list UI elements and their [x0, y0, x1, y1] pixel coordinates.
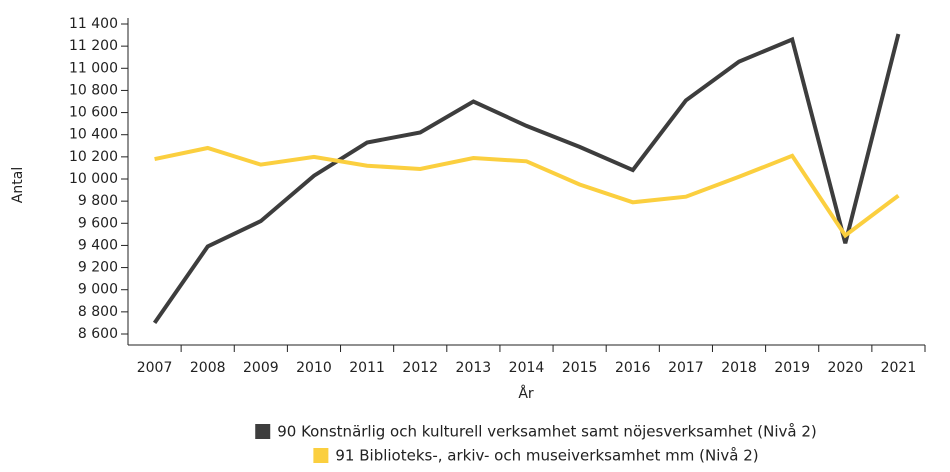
y-tick-label: 11 200 — [69, 38, 118, 54]
x-tick-label: 2008 — [190, 360, 226, 376]
x-tick-label: 2020 — [827, 360, 863, 376]
y-tick-label: 9 200 — [78, 260, 118, 276]
y-tick-label: 10 200 — [69, 149, 118, 165]
y-tick-label: 9 600 — [78, 215, 118, 231]
y-tick-label: 10 000 — [69, 171, 118, 187]
y-tick-label: 9 400 — [78, 237, 118, 253]
y-tick-label: 11 000 — [69, 60, 118, 76]
x-axis-title: År — [518, 385, 534, 402]
x-tick-label: 2010 — [296, 360, 332, 376]
series-line — [154, 145, 900, 239]
y-tick-label: 10 600 — [69, 105, 118, 121]
x-tick-label: 2021 — [881, 360, 917, 376]
x-tick-label: 2012 — [402, 360, 438, 376]
x-tick-label: 2019 — [774, 360, 810, 376]
x-tick-label: 2013 — [456, 360, 492, 376]
x-tick-label: 2014 — [509, 360, 545, 376]
legend-swatch — [313, 448, 329, 463]
y-tick-label: 10 800 — [69, 82, 118, 98]
x-tick-label: 2009 — [243, 360, 279, 376]
x-tick-label: 2016 — [615, 360, 651, 376]
x-tick-label: 2007 — [137, 360, 173, 376]
x-tick-label: 2011 — [349, 360, 385, 376]
legend-label: 90 Konstnärlig och kulturell verksamhet … — [277, 423, 817, 441]
x-tick-label: 2017 — [668, 360, 704, 376]
y-tick-label: 8 800 — [78, 304, 118, 320]
series-line — [152, 33, 901, 325]
y-tick-label: 9 800 — [78, 193, 118, 209]
legend-label: 91 Biblioteks-, arkiv- och museiverksamh… — [335, 447, 758, 465]
legend-swatch — [255, 424, 271, 439]
y-tick-label: 8 600 — [78, 326, 118, 342]
y-tick-label: 11 400 — [69, 16, 118, 32]
y-axis-title: Antal — [10, 167, 26, 203]
x-tick-label: 2015 — [562, 360, 598, 376]
y-tick-label: 9 000 — [78, 282, 118, 298]
x-tick-label: 2018 — [721, 360, 757, 376]
y-tick-label: 10 400 — [69, 127, 118, 143]
